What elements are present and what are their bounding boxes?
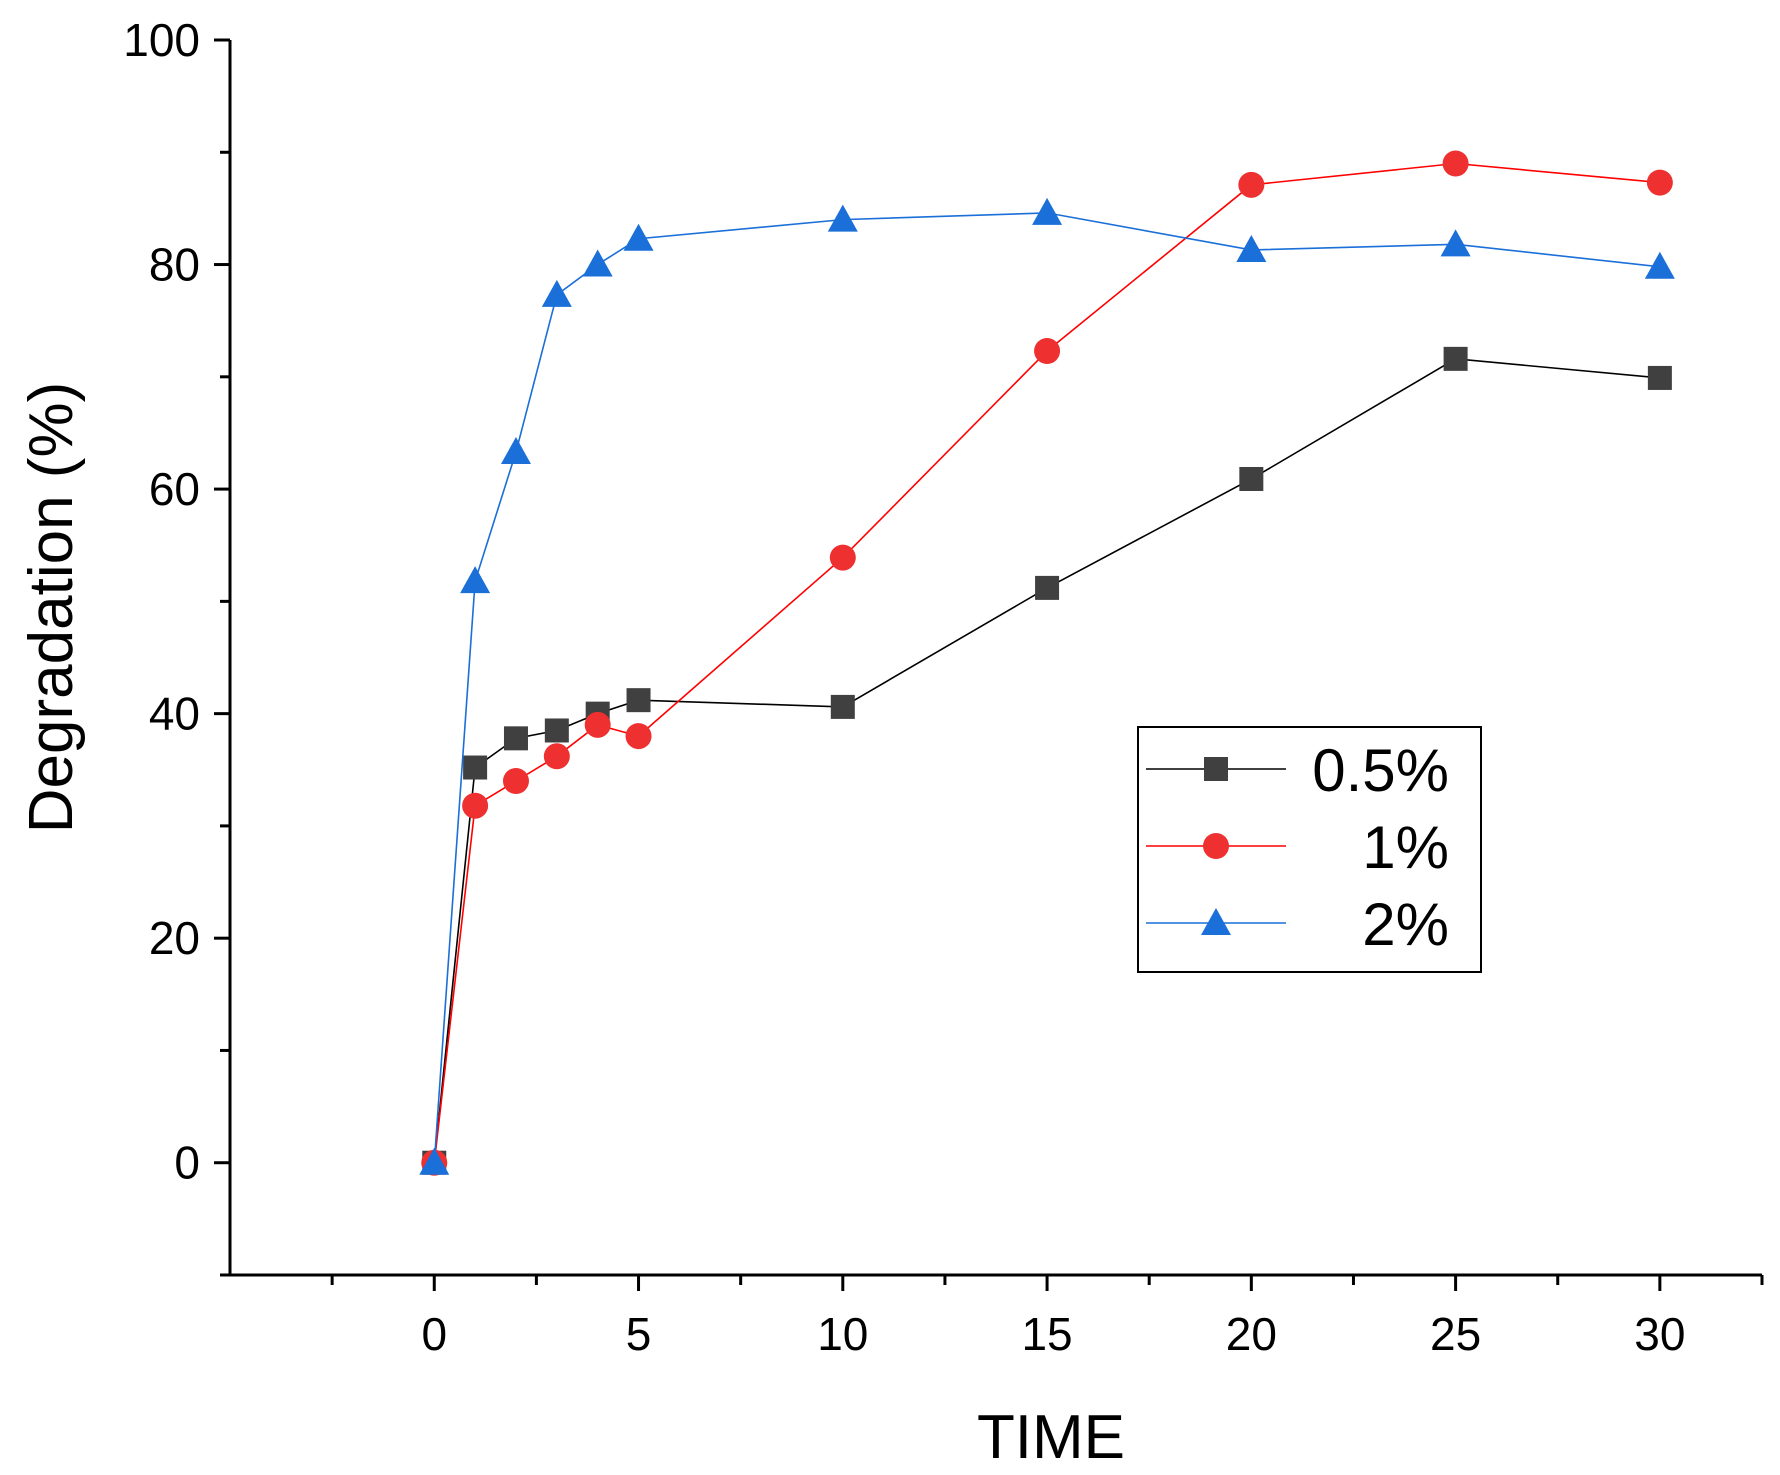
data-point (419, 1147, 450, 1175)
legend-marker (1201, 908, 1231, 935)
legend-marker (1204, 757, 1228, 781)
data-point (829, 544, 856, 571)
data-point (584, 711, 611, 738)
x-tick-label: 10 (817, 1308, 868, 1360)
data-point (626, 688, 651, 713)
data-point (1440, 229, 1471, 257)
data-point (1035, 575, 1060, 600)
data-point (1644, 251, 1675, 279)
x-axis-title: TIME (977, 1403, 1125, 1472)
data-point (1238, 171, 1265, 198)
x-tick-label: 20 (1226, 1308, 1277, 1360)
data-point (1239, 466, 1264, 491)
series-line (433, 162, 1660, 1163)
legend-entry: 0.5% (1146, 737, 1449, 804)
x-tick-label: 5 (626, 1308, 652, 1360)
y-tick-label: 100 (123, 14, 200, 66)
data-point (463, 755, 488, 780)
data-point (500, 437, 531, 465)
data-point (1236, 234, 1267, 262)
x-tick-label: 25 (1430, 1308, 1481, 1360)
legend-label: 0.5% (1312, 737, 1449, 804)
series-1pct (421, 150, 1673, 1176)
legend: 0.5% 1% 2% (1137, 726, 1482, 973)
series-group (419, 150, 1675, 1176)
y-tick-label: 20 (149, 912, 200, 964)
data-point (1032, 197, 1063, 225)
legend-marker (1203, 833, 1229, 859)
data-point (1647, 365, 1672, 390)
y-tick-label: 80 (149, 239, 200, 291)
y-tick-label: 40 (149, 688, 200, 740)
data-point (1443, 346, 1468, 371)
data-point (503, 726, 528, 751)
data-point (1646, 169, 1673, 196)
x-tick-label: 30 (1634, 1308, 1685, 1360)
data-point (543, 743, 570, 770)
data-point (1034, 337, 1061, 364)
data-point (827, 204, 858, 232)
data-point (1442, 150, 1469, 177)
legend-entry: 1% (1146, 814, 1449, 881)
y-tick-label: 0 (174, 1137, 200, 1189)
data-point (625, 723, 652, 750)
y-tick-label: 60 (149, 463, 200, 515)
legend-label: 1% (1362, 814, 1449, 881)
series-0-5pct (422, 346, 1672, 1175)
legend-box (1137, 726, 1482, 973)
data-point (544, 718, 569, 743)
data-point (462, 792, 489, 819)
data-point (460, 566, 491, 594)
data-point (541, 279, 572, 307)
x-tick-label: 15 (1021, 1308, 1072, 1360)
y-axis-title: Degradation (%) (17, 382, 86, 833)
legend-label: 2% (1362, 891, 1449, 958)
legend-entry: 2% (1146, 891, 1449, 958)
data-point (623, 223, 654, 251)
x-tick-label: 0 (421, 1308, 447, 1360)
data-point (502, 768, 529, 794)
axes: 0 20 40 60 80 100 0 5 10 15 20 25 30 (123, 14, 1764, 1360)
data-point (830, 694, 855, 719)
data-point (582, 249, 613, 277)
series-2pct (419, 197, 1675, 1175)
